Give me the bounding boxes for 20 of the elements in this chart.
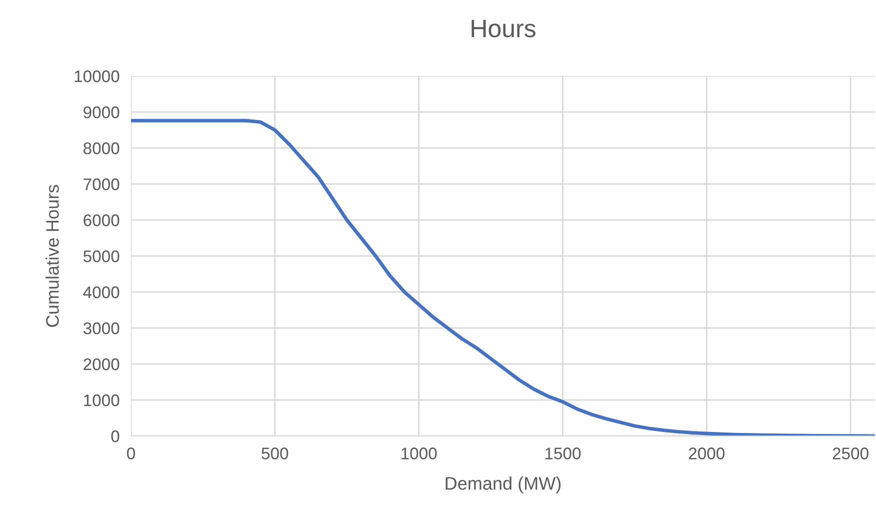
x-tick-label: 1000 <box>402 448 437 460</box>
y-tick-label: 6000 <box>84 214 120 226</box>
x-tick-label: 500 <box>262 448 288 460</box>
y-tick-label: 2000 <box>84 358 120 370</box>
y-tick-label: 1000 <box>84 394 120 406</box>
y-axis-title: Cumulative Hours <box>46 184 59 327</box>
x-tick-label: 2000 <box>688 448 725 460</box>
y-tick-label: 5000 <box>83 250 120 262</box>
y-tick-label: 0 <box>111 430 120 442</box>
x-tick-label: 0 <box>127 448 135 460</box>
y-tick-label: 4000 <box>83 286 120 298</box>
y-tick-label: 8000 <box>84 142 120 154</box>
y-tick-label: 7000 <box>84 178 120 190</box>
y-tick-label: 3000 <box>83 322 120 334</box>
y-tick-label: 10000 <box>74 70 120 82</box>
chart-title: Hours <box>472 20 536 38</box>
x-tick-label: 2500 <box>832 448 868 460</box>
y-tick-label: 9000 <box>84 106 120 118</box>
x-tick-label: 1500 <box>545 448 581 460</box>
x-axis-title: Demand (MW) <box>446 476 561 494</box>
